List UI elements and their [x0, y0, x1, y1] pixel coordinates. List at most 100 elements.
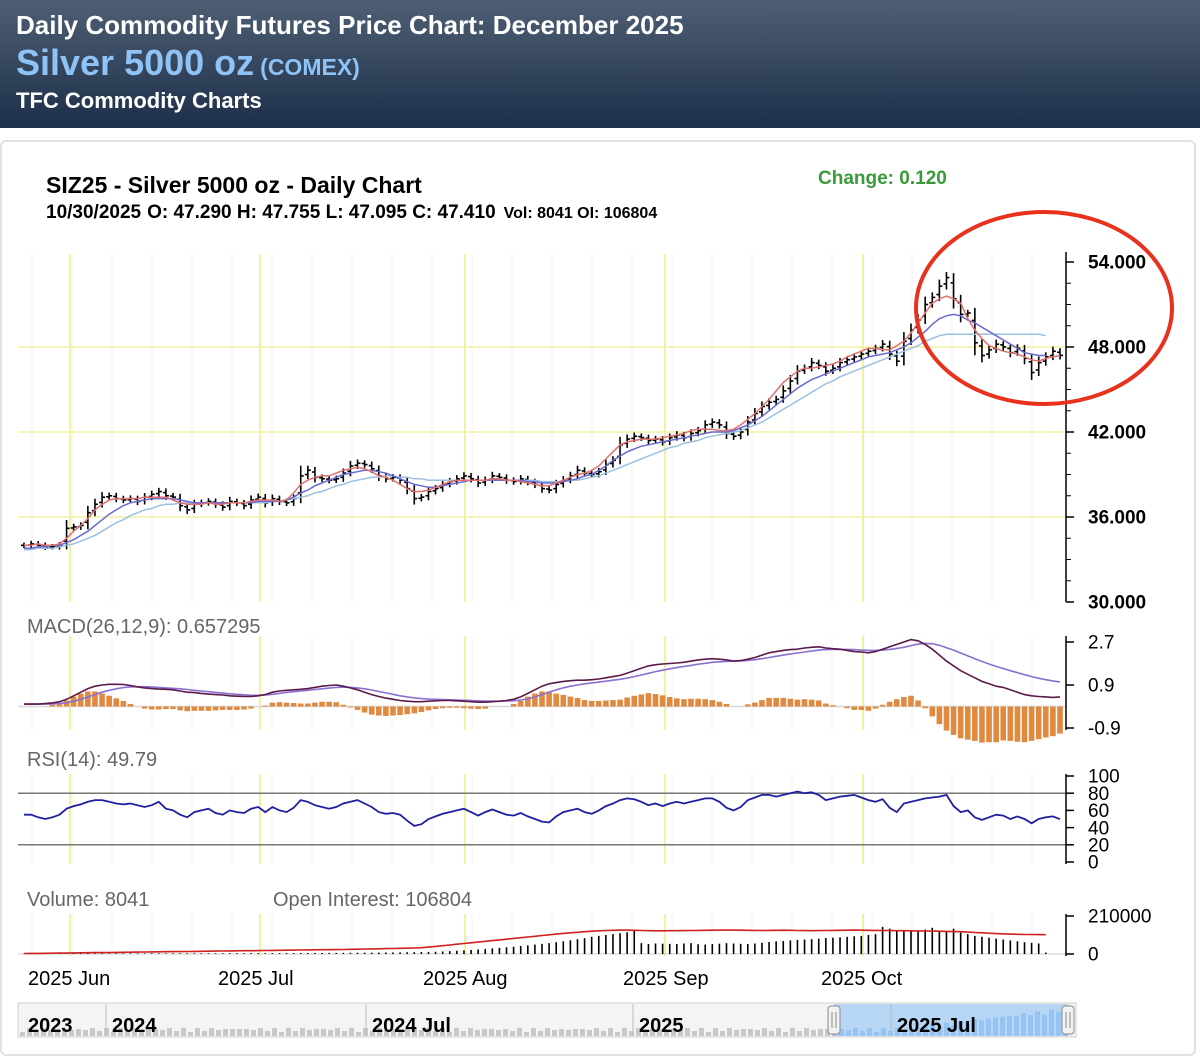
- navigator-bar: [377, 1028, 382, 1036]
- navigator-bar: [195, 1028, 200, 1036]
- macd-hist-bar: [454, 706, 460, 708]
- macd-hist-bar: [674, 698, 680, 707]
- navigator-bar: [433, 1031, 438, 1036]
- price-bar: [418, 493, 425, 502]
- navigator-bar: [545, 1028, 550, 1036]
- macd-hist-bar: [908, 695, 914, 707]
- macd-panel: MACD(26,12,9): 0.657295 2.7 0.9 -0.9: [18, 616, 1121, 743]
- macd-histogram: [49, 691, 1063, 743]
- macd-hist-bar: [844, 706, 850, 709]
- macd-hist-bar: [517, 700, 524, 707]
- navigator-label: 2025 Jul: [897, 1015, 976, 1037]
- navigator-left-handle[interactable]: [827, 1005, 841, 1035]
- macd-hist-bar: [794, 699, 801, 707]
- price-bar: [106, 492, 113, 501]
- rsi-tick-label: 40: [1088, 818, 1109, 839]
- navigator-bar: [482, 1029, 487, 1036]
- price-bar: [1049, 346, 1056, 361]
- exchange-label: (COMEX): [260, 54, 360, 80]
- navigator-bar: [202, 1031, 207, 1036]
- macd-hist-bar: [915, 700, 921, 707]
- navigator-bar: [181, 1028, 186, 1036]
- macd-hist-bar: [439, 706, 446, 709]
- macd-grid: [18, 636, 1066, 730]
- ohlc-date: 10/30/2025: [46, 202, 142, 223]
- macd-hist-bar: [1000, 706, 1007, 741]
- macd-hist-bar: [581, 700, 588, 707]
- navigator-bar: [699, 1028, 704, 1036]
- chart-panel: SIZ25 - Silver 5000 oz - Daily Chart 10/…: [0, 140, 1196, 1056]
- price-bar: [737, 427, 744, 440]
- macd-hist-bar: [1021, 706, 1028, 743]
- macd-hist-bar: [716, 701, 723, 707]
- navigator-bar: [552, 1030, 557, 1036]
- navigator-selection[interactable]: [834, 1004, 1068, 1036]
- macd-hist-bar: [1014, 706, 1021, 742]
- navigator-right-handle[interactable]: [1061, 1005, 1075, 1035]
- navigator-bar: [748, 1029, 753, 1036]
- price-bar: [978, 339, 985, 363]
- ma-mid-line: [24, 313, 1046, 549]
- macd-hist-bar: [688, 698, 694, 707]
- macd-hist-bar: [148, 706, 155, 710]
- rsi-grid: [18, 774, 1066, 864]
- macd-hist-bar: [879, 704, 886, 707]
- navigator-bar: [265, 1031, 270, 1036]
- navigator-bar: [503, 1029, 508, 1036]
- macd-hist-bar: [297, 703, 304, 707]
- navigator-label: 2023: [28, 1015, 73, 1037]
- navigator-bar: [727, 1028, 732, 1036]
- chart-svg: SIZ25 - Silver 5000 oz - Daily Chart 10/…: [17, 168, 1174, 1038]
- macd-hist-bar: [361, 706, 368, 713]
- navigator-bar: [825, 1029, 830, 1036]
- macd-hist-bar: [773, 697, 779, 707]
- navigator-bar: [440, 1028, 445, 1036]
- macd-hist-bar: [205, 706, 212, 711]
- macd-hist-bar: [482, 706, 489, 709]
- navigator-bar: [90, 1028, 95, 1036]
- navigator[interactable]: 2023 2024 2024 Jul 2025 2025 Jul: [17, 1002, 1077, 1038]
- navigator-bar: [454, 1028, 459, 1036]
- navigator-bar: [489, 1029, 494, 1036]
- macd-hist-bar: [624, 697, 630, 707]
- macd-hist-bar: [425, 706, 432, 711]
- volume-tick-label: 210000: [1088, 907, 1151, 928]
- macd-hist-bar: [212, 706, 219, 711]
- price-tick-label: 42.000: [1088, 423, 1146, 444]
- macd-hist-bar: [695, 698, 701, 707]
- rsi-tick-label: 80: [1088, 784, 1109, 805]
- rsi-tick-label: 60: [1088, 801, 1109, 822]
- price-bar: [113, 492, 120, 503]
- macd-hist-bar: [993, 706, 999, 743]
- macd-hist-bar: [127, 703, 134, 707]
- navigator-bar: [209, 1028, 214, 1036]
- navigator-bar: [349, 1028, 354, 1036]
- navigator-bar: [636, 1028, 641, 1036]
- navigator-bar: [27, 1028, 32, 1036]
- price-tick-label: 54.000: [1088, 253, 1146, 274]
- navigator-bar: [573, 1029, 578, 1036]
- navigator-bar: [580, 1029, 585, 1036]
- price-bar: [950, 273, 957, 309]
- macd-hist-bar: [49, 704, 56, 707]
- macd-hist-bar: [184, 706, 191, 712]
- contract-label: Silver 5000 oz: [16, 42, 255, 83]
- navigator-bar: [510, 1031, 515, 1036]
- price-bar: [304, 465, 311, 480]
- price-bar: [900, 332, 907, 366]
- macd-hist-bar: [283, 702, 290, 707]
- macd-hist-bar: [830, 705, 836, 707]
- macd-hist-bar: [957, 706, 964, 739]
- navigator-bar: [188, 1032, 193, 1036]
- macd-hist-bar: [610, 700, 616, 707]
- macd-hist-bar: [383, 706, 389, 716]
- navigator-bar: [496, 1030, 501, 1036]
- macd-hist-bar: [92, 691, 98, 707]
- macd-hist-bar: [375, 706, 382, 716]
- navigator-bar: [76, 1029, 81, 1036]
- macd-hist-bar: [113, 698, 120, 707]
- navigator-labels: 2023 2024 2024 Jul 2025 2025 Jul: [28, 1004, 976, 1037]
- macd-hist-bar: [723, 703, 730, 707]
- price-bar: [240, 499, 247, 510]
- highlight-circle: [914, 210, 1174, 406]
